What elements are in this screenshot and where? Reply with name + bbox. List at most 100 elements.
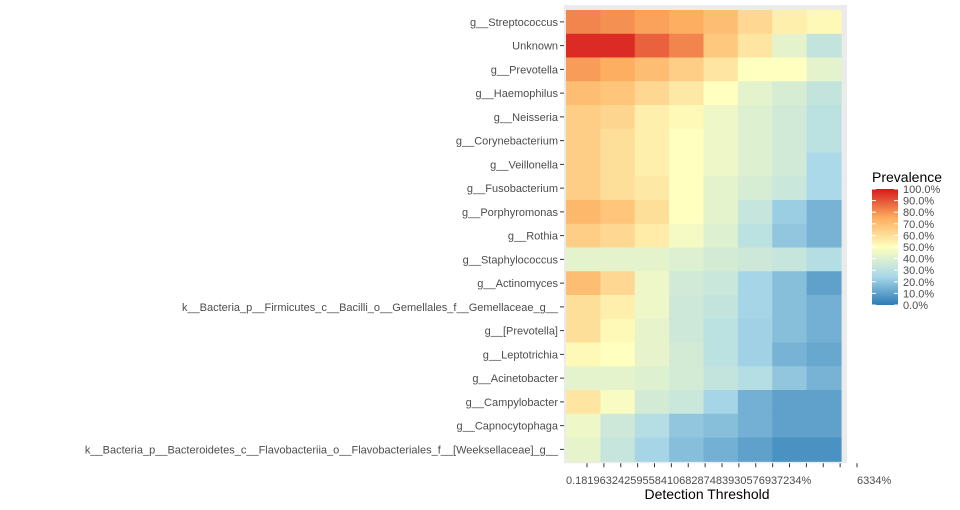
y-axis: g__Streptococcus Unknown g__Prevotella g__H…: [85, 17, 564, 456]
heatmap-cell: [600, 271, 636, 296]
heatmap-cell: [634, 342, 670, 367]
x-axis-title: Detection Threshold: [644, 486, 769, 502]
heatmap-cell: [772, 366, 808, 391]
heatmap-cell: [669, 128, 705, 154]
heatmap-cell: [737, 152, 773, 177]
heatmap-cell: [737, 318, 773, 344]
heatmap-cell: [600, 437, 636, 462]
heatmap-cell: [634, 57, 670, 82]
heatmap-cell: [772, 10, 808, 35]
y-tick-label: g__Rothia: [508, 231, 559, 243]
y-tick-label: g__Streptococcus: [470, 17, 559, 29]
legend-title: Prevalence: [872, 169, 942, 185]
heatmap-cell: [703, 33, 739, 59]
heatmap-cell: [806, 152, 842, 177]
heatmap-cell: [566, 10, 601, 35]
legend-label: 90.0%: [903, 196, 934, 208]
heatmap-cell: [600, 105, 636, 130]
y-tick-label: k__Bacteria_p__Bacteroidetes_c__Flavobac…: [85, 444, 559, 456]
heatmap-cell: [703, 295, 739, 320]
heatmap-cell: [634, 128, 670, 154]
heatmap-cell: [737, 366, 773, 391]
heatmap-cell: [737, 57, 773, 82]
heatmap-cell: [703, 271, 739, 296]
legend-label: 80.0%: [903, 207, 934, 219]
heatmap-cell: [806, 247, 842, 272]
heatmap-cell: [806, 390, 842, 415]
heatmap-cell: [566, 366, 601, 391]
y-tick-label: g__Porphyromonas: [462, 207, 559, 219]
heatmap-cell: [566, 247, 601, 272]
heatmap-cell: [703, 128, 739, 154]
y-tick-label: g__Haemophilus: [475, 88, 558, 100]
heatmap-cell: [806, 295, 842, 320]
heatmap-cell: [806, 105, 842, 130]
heatmap-cell: [600, 295, 636, 320]
heatmap-cell: [806, 57, 842, 82]
heatmap-cell: [703, 200, 739, 225]
heatmap-cell: [634, 33, 670, 59]
heatmap-cell: [772, 33, 808, 59]
heatmap-cell: [600, 413, 636, 439]
heatmap-cell: [669, 33, 705, 59]
y-tick-label: g__Corynebacterium: [456, 136, 558, 148]
heatmap-cell: [737, 128, 773, 154]
legend-label: 40.0%: [903, 254, 934, 266]
heatmap-cell: [600, 33, 636, 59]
heatmap-cell: [634, 200, 670, 225]
heatmap-cell: [669, 342, 705, 367]
heatmap-cell: [806, 176, 842, 201]
heatmap-cell: [566, 81, 601, 106]
heatmap-cell: [737, 295, 773, 320]
heatmap-cell: [600, 247, 636, 272]
heatmap-cell: [634, 105, 670, 130]
heatmap-cell: [772, 318, 808, 344]
heatmap-cell: [600, 390, 636, 415]
y-tick-label: g__Campylobacter: [466, 397, 559, 409]
y-tick-label: g__Prevotella: [491, 64, 559, 76]
legend: Prevalence 100.0%90.0%80.0%70.0%60.0%50.…: [872, 169, 942, 312]
heatmap-cell: [772, 81, 808, 106]
heatmap-cell: [669, 413, 705, 439]
heatmap-cell: [669, 81, 705, 106]
heatmap-cell: [737, 33, 773, 59]
legend-label: 60.0%: [903, 230, 934, 242]
heatmap-cell: [669, 366, 705, 391]
heatmap-cell: [772, 437, 808, 462]
heatmap-cell: [772, 200, 808, 225]
heatmap-cell: [703, 223, 739, 249]
heatmap-cell: [703, 176, 739, 201]
heatmap-cell: [772, 271, 808, 296]
heatmap-cell: [737, 413, 773, 439]
heatmap-cell: [737, 223, 773, 249]
heatmap-cell: [566, 413, 601, 439]
heatmap-cell: [600, 152, 636, 177]
heatmap-cell: [566, 390, 601, 415]
legend-label: 30.0%: [903, 265, 934, 277]
heatmap-cell: [772, 247, 808, 272]
heatmap-cell: [737, 342, 773, 367]
heatmap-cell: [634, 390, 670, 415]
heatmap-cell: [634, 413, 670, 439]
heatmap-cell: [634, 10, 670, 35]
heatmap-cell: [772, 342, 808, 367]
y-tick-label: g__Acinetobacter: [472, 373, 558, 385]
heatmap-cell: [806, 342, 842, 367]
heatmap-cell: [634, 247, 670, 272]
y-tick-label: g__Veillonella: [490, 159, 559, 171]
heatmap-cell: [772, 413, 808, 439]
heatmap-cell: [669, 105, 705, 130]
heatmap-cell: [634, 176, 670, 201]
heatmap-cell: [566, 57, 601, 82]
heatmap-cell: [669, 176, 705, 201]
heatmap-cell: [772, 295, 808, 320]
heatmap-cell: [600, 128, 636, 154]
heatmap-cell: [566, 223, 601, 249]
heatmap-cell: [566, 318, 601, 344]
heatmap-cell: [566, 152, 601, 177]
y-tick-label: k__Bacteria_p__Firmicutes_c__Bacilli_o__…: [182, 302, 559, 314]
legend-label: 50.0%: [903, 242, 934, 254]
heatmap-cell: [600, 342, 636, 367]
y-tick-label: g__Leptotrichia: [483, 349, 559, 361]
